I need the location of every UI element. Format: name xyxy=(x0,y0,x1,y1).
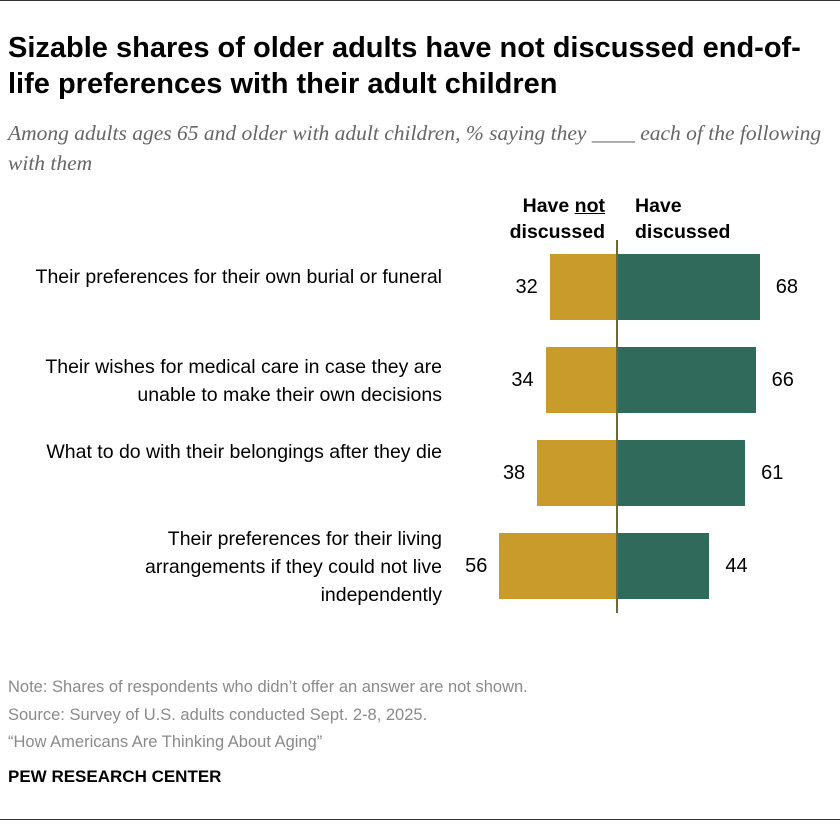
bar-not-discussed xyxy=(537,440,617,506)
brand-logo: PEW RESEARCH CENTER xyxy=(8,767,222,786)
bottom-rule xyxy=(0,819,840,820)
value-label-discussed: 66 xyxy=(771,369,794,391)
category-label: Their preferences for their own burial o… xyxy=(35,266,442,288)
bar-not-discussed xyxy=(545,347,617,413)
value-label-not-discussed: 56 xyxy=(465,555,488,577)
category-label: Their preferences for their living arran… xyxy=(145,528,442,606)
bar-discussed xyxy=(617,440,746,506)
report-title: “How Americans Are Thinking About Aging” xyxy=(8,733,323,751)
bar-not-discussed xyxy=(549,254,617,320)
value-label-discussed: 61 xyxy=(761,462,784,484)
category-label: Their wishes for medical care in case th… xyxy=(45,356,442,406)
legend-text: discussed xyxy=(635,221,731,243)
legend-text: Have xyxy=(522,195,575,217)
value-label-not-discussed: 38 xyxy=(502,462,526,484)
footnote: Note: Shares of respondents who didn’t o… xyxy=(8,678,528,696)
legend-text-emphasis: not xyxy=(574,195,605,217)
legend-discussed: Have discussed xyxy=(635,193,745,245)
top-rule xyxy=(0,0,840,1)
source: Source: Survey of U.S. adults conducted … xyxy=(8,706,428,724)
bar-discussed xyxy=(617,533,710,599)
bar-discussed xyxy=(617,254,760,320)
value-label-not-discussed: 34 xyxy=(511,369,534,391)
legend-not-discussed: Have not discussed xyxy=(500,193,605,245)
legend-text: Have xyxy=(635,195,682,217)
zero-axis-line xyxy=(616,240,618,613)
bar-not-discussed xyxy=(499,533,617,599)
value-label-discussed: 68 xyxy=(775,276,799,298)
category-label: What to do with their belongings after t… xyxy=(46,441,442,463)
legend-text: discussed xyxy=(509,221,605,243)
chart-title: Sizable shares of older adults have not … xyxy=(8,32,801,100)
value-label-discussed: 44 xyxy=(725,555,748,577)
bar-discussed xyxy=(617,347,756,413)
chart-subtitle: Among adults ages 65 and older with adul… xyxy=(8,121,822,175)
value-label-not-discussed: 32 xyxy=(515,276,538,298)
